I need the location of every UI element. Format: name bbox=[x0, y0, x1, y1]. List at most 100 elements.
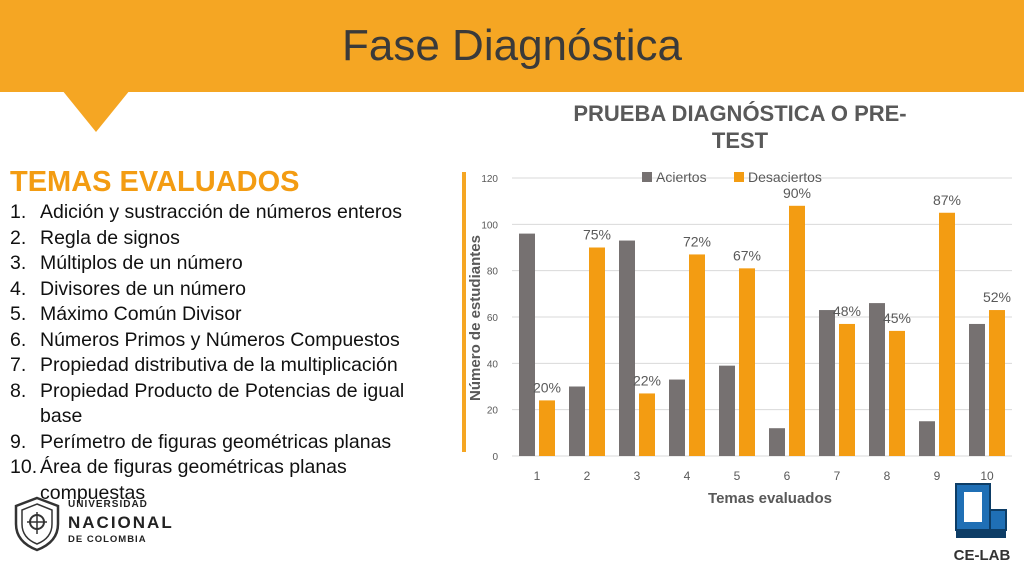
x-tick-label: 8 bbox=[884, 469, 891, 483]
bar-aciertos bbox=[719, 365, 735, 456]
topic-item: 9. Perímetro de figuras geométricas plana… bbox=[10, 430, 450, 456]
slide-title: Fase Diagnóstica bbox=[342, 21, 682, 70]
y-tick-label: 120 bbox=[481, 174, 498, 185]
topic-number: 2. bbox=[10, 226, 27, 249]
bar-desaciertos bbox=[839, 323, 855, 456]
bar-desaciertos bbox=[689, 254, 705, 456]
topic-item: 7. Propiedad distributiva de la multiplic… bbox=[10, 353, 450, 379]
topic-text: Máximo Común Divisor bbox=[40, 303, 242, 325]
bar-aciertos bbox=[619, 240, 635, 456]
y-tick-label: 20 bbox=[487, 406, 499, 417]
data-label: 52% bbox=[983, 289, 1011, 305]
topic-number: 5. bbox=[10, 303, 27, 325]
bar-aciertos bbox=[919, 421, 935, 456]
topic-number: 10. bbox=[10, 456, 38, 478]
topic-item: 3. Múltiplos de un número bbox=[10, 251, 450, 277]
bar-aciertos bbox=[769, 428, 785, 456]
bar-desaciertos bbox=[589, 247, 605, 456]
topic-item: 5. Máximo Común Divisor bbox=[10, 302, 450, 328]
legend-swatch-aciertos bbox=[642, 172, 652, 182]
x-tick-label: 4 bbox=[684, 469, 691, 483]
topic-number: 3. bbox=[10, 252, 27, 274]
topics-heading: TEMAS EVALUADOS bbox=[10, 166, 300, 198]
bar-aciertos bbox=[519, 233, 535, 456]
y-tick-label: 40 bbox=[487, 359, 499, 370]
celab-logo-text: CE-LAB bbox=[954, 547, 1011, 564]
topic-text: Divisores de un número bbox=[40, 277, 246, 300]
y-tick-label: 80 bbox=[487, 267, 499, 278]
data-label: 20% bbox=[533, 379, 561, 395]
bar-desaciertos bbox=[789, 205, 805, 456]
bar-chart: 0 20 40 60 80 100 120 1 2 3 4 5 6 7 8 9 10 20% 75% 22% 72% 67… bbox=[467, 169, 1012, 507]
topic-number: 4. bbox=[10, 277, 27, 300]
topic-number: 8. bbox=[10, 379, 27, 402]
celab-logo-icon: CE-LAB bbox=[954, 483, 1011, 564]
x-tick-label: 6 bbox=[784, 469, 791, 483]
topic-item: 8. Propiedad Producto de Potencias de igu… bbox=[10, 379, 450, 430]
bar-aciertos bbox=[819, 310, 835, 456]
bar-aciertos bbox=[669, 379, 685, 456]
legend-swatch-desaciertos bbox=[734, 172, 744, 182]
data-label: 87% bbox=[933, 192, 961, 208]
topic-number: 7. bbox=[10, 354, 27, 376]
x-tick-label: 9 bbox=[934, 469, 941, 483]
bar-desaciertos bbox=[639, 393, 655, 456]
bar-aciertos bbox=[869, 303, 885, 456]
topic-text: Propiedad distributiva de la multiplicac… bbox=[40, 354, 398, 376]
x-tick-label: 2 bbox=[584, 469, 591, 483]
data-label: 90% bbox=[783, 185, 811, 201]
topic-number: 1. bbox=[10, 201, 27, 223]
x-tick-label: 1 bbox=[534, 469, 541, 483]
topic-item: 2. Regla de signos bbox=[10, 226, 450, 252]
university-line-3: DE COLOMBIA bbox=[68, 534, 147, 545]
x-tick-label: 3 bbox=[634, 469, 641, 483]
topic-text: Múltiplos de un número bbox=[40, 252, 243, 274]
data-label: 75% bbox=[583, 227, 611, 243]
university-seal-icon bbox=[14, 496, 60, 552]
bar-desaciertos bbox=[539, 400, 555, 456]
data-label: 48% bbox=[833, 303, 861, 319]
topic-text: Números Primos y Números Compuestos bbox=[40, 328, 400, 351]
topic-number: 6. bbox=[10, 328, 27, 351]
data-label: 72% bbox=[683, 233, 711, 249]
x-tick-label: 7 bbox=[834, 469, 841, 483]
y-axis-title: Número de estudiantes bbox=[467, 235, 484, 401]
topic-text: Área de figuras geométricas planas compu… bbox=[40, 456, 347, 504]
x-tick-label: 5 bbox=[734, 469, 741, 483]
header-pointer bbox=[62, 90, 130, 132]
topic-text: Perímetro de figuras geométricas planas bbox=[40, 430, 392, 453]
x-axis-title: Temas evaluados bbox=[708, 490, 832, 507]
university-line-2: NACIONAL bbox=[68, 513, 174, 532]
y-tick-label: 0 bbox=[492, 452, 498, 463]
chart-title: PRUEBA DIAGNÓSTICA O PRE- TEST bbox=[530, 100, 950, 154]
topic-text: Adición y sustracción de números enteros bbox=[40, 201, 403, 223]
topic-item: 10. Área de figuras geométricas planas co… bbox=[10, 455, 450, 506]
chart-title-line-1: PRUEBA DIAGNÓSTICA O PRE- bbox=[573, 101, 907, 126]
y-tick-label: 100 bbox=[481, 220, 498, 231]
bar-desaciertos bbox=[889, 330, 905, 456]
legend-label-aciertos: Aciertos bbox=[656, 169, 707, 185]
topic-text: Regla de signos bbox=[40, 226, 180, 249]
topic-item: 6. Números Primos y Números Compuestos bbox=[10, 328, 450, 354]
topic-item: 1. Adición y sustracción de números enter… bbox=[10, 200, 450, 226]
topic-text: Propiedad Producto de Potencias de igual… bbox=[40, 379, 405, 428]
data-label: 67% bbox=[733, 247, 761, 263]
topic-item: 4. Divisores de un número bbox=[10, 277, 450, 303]
university-logo-text: UNIVERSIDAD NACIONAL DE COLOMBIA bbox=[68, 500, 174, 545]
bar-desaciertos bbox=[739, 268, 755, 456]
y-tick-label: 60 bbox=[487, 313, 499, 324]
legend-label-desaciertos: Desaciertos bbox=[748, 169, 822, 185]
x-tick-label: 10 bbox=[980, 469, 994, 483]
topics-list: 1. Adición y sustracción de números enter… bbox=[10, 200, 450, 506]
bar-desaciertos bbox=[939, 212, 955, 456]
chart-title-line-2: TEST bbox=[711, 128, 769, 153]
bar-aciertos bbox=[969, 323, 985, 456]
topic-number: 9. bbox=[10, 430, 27, 453]
accent-divider bbox=[462, 172, 466, 452]
header-bar bbox=[0, 0, 1024, 92]
data-label: 45% bbox=[883, 310, 911, 326]
bar-desaciertos bbox=[989, 310, 1005, 456]
university-line-1: UNIVERSIDAD bbox=[68, 499, 148, 510]
bar-aciertos bbox=[569, 386, 585, 456]
data-label: 22% bbox=[633, 372, 661, 388]
